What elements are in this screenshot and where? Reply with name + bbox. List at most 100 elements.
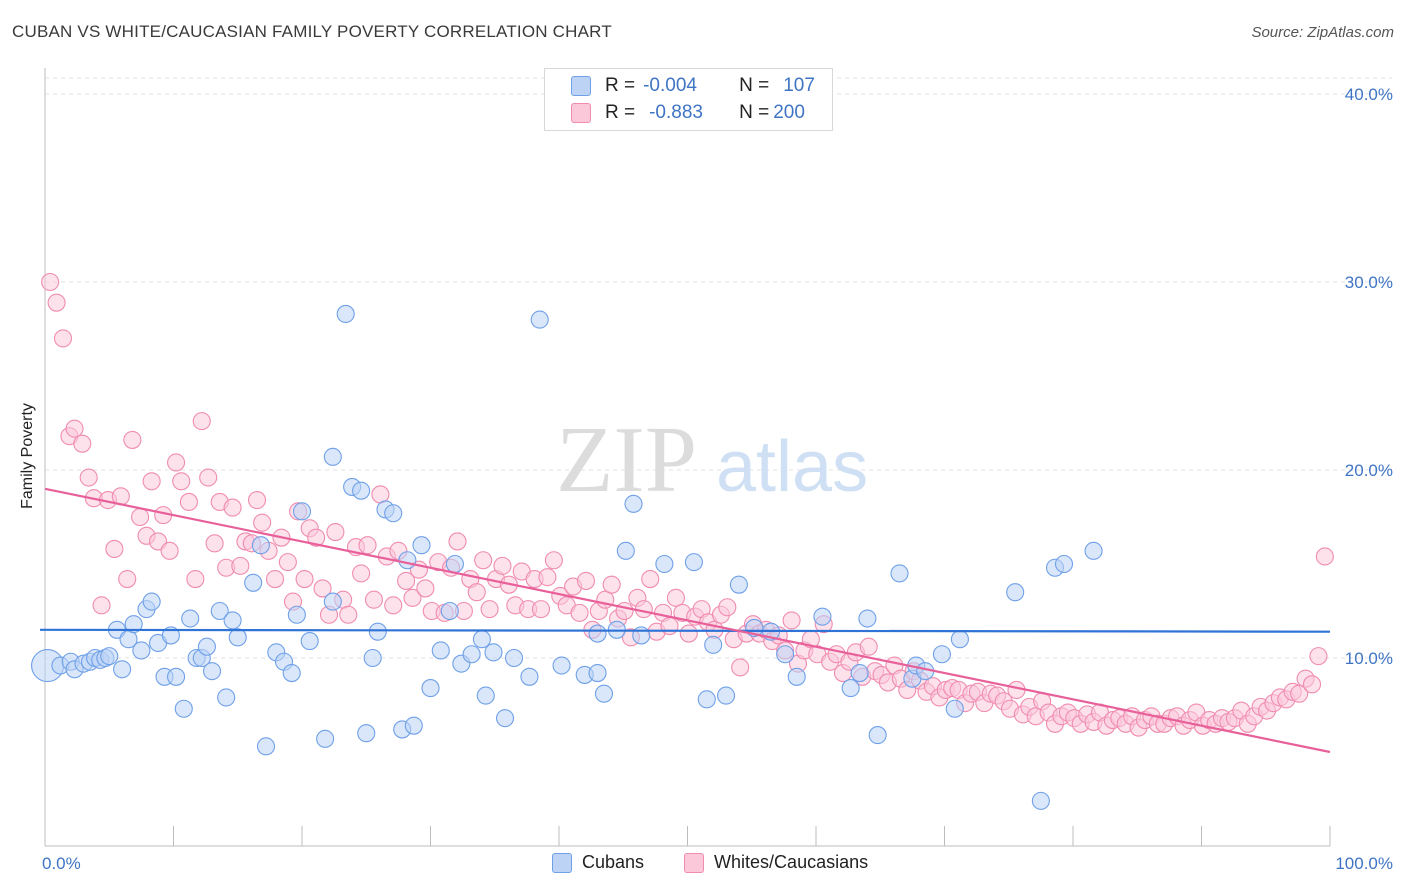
data-point-cubans — [161, 626, 180, 645]
data-point-whites — [313, 579, 332, 598]
data-point-cubans — [203, 662, 222, 681]
data-point-cubans — [472, 630, 491, 649]
series-cubans-points — [31, 304, 1103, 810]
legend: R = -0.004 N = 107 R = -0.883 N = 200 — [544, 68, 833, 131]
data-point-cubans — [256, 737, 276, 756]
data-point-whites — [53, 329, 73, 348]
data-point-cubans — [440, 601, 459, 621]
tick-labels: 10.0% 20.0% 30.0% 40.0% 0.0% 100.0% — [42, 85, 1393, 873]
data-point-whites — [641, 569, 660, 589]
data-point-cubans — [530, 310, 549, 329]
data-point-whites — [467, 583, 486, 602]
data-point-whites — [199, 468, 218, 487]
trend-line-whites — [44, 487, 1331, 754]
source-label: Source: ZipAtlas.com — [1251, 24, 1394, 41]
bottom-legend-swatch-whites — [684, 852, 705, 873]
data-point-cubans — [300, 632, 319, 651]
data-point-cubans — [323, 447, 342, 466]
data-point-whites — [192, 412, 211, 431]
legend-swatch-cubans — [571, 76, 591, 96]
data-point-cubans — [594, 684, 614, 703]
data-point-cubans — [616, 541, 635, 560]
data-point-cubans — [113, 660, 132, 679]
watermark-zip: ZIP — [556, 408, 697, 512]
legend-n-value: 107 — [783, 75, 815, 96]
data-point-cubans — [729, 575, 748, 594]
data-point-whites — [205, 534, 224, 553]
series-whites-points — [41, 272, 1334, 737]
data-point-whites — [73, 434, 92, 453]
data-point-cubans — [787, 667, 806, 686]
data-point-whites — [615, 601, 634, 621]
data-point-cubans — [484, 643, 503, 662]
x-tick-label: 0.0% — [42, 854, 81, 873]
data-point-cubans — [251, 536, 270, 555]
legend-swatch-whites — [571, 103, 591, 123]
data-point-whites — [666, 588, 685, 607]
data-point-cubans — [431, 641, 450, 660]
chart-title: CUBAN VS WHITE/CAUCASIAN FAMILY POVERTY … — [12, 22, 612, 41]
data-point-whites — [602, 575, 621, 594]
bottom-legend: Cubans Whites/Caucasians — [552, 852, 908, 873]
data-point-cubans — [404, 716, 423, 735]
data-point-cubans — [950, 630, 969, 649]
data-point-cubans — [476, 686, 495, 705]
data-point-cubans — [174, 699, 193, 718]
bottom-legend-label-whites: Whites/Caucasians — [714, 852, 869, 872]
data-point-whites — [782, 611, 801, 630]
data-point-cubans — [124, 615, 143, 634]
data-point-whites — [123, 430, 142, 449]
data-point-whites — [278, 553, 297, 572]
data-point-whites — [718, 598, 737, 617]
data-point-cubans — [858, 609, 877, 628]
data-point-whites — [247, 491, 267, 510]
trend-lines — [39, 487, 1331, 754]
data-point-whites — [731, 658, 750, 677]
data-point-cubans — [520, 667, 539, 686]
data-point-whites — [570, 603, 589, 622]
legend-r-label: R = — [605, 102, 636, 123]
data-point-whites — [480, 600, 499, 619]
data-point-whites — [92, 596, 111, 615]
data-point-cubans — [421, 679, 440, 698]
x-tick-label: 100.0% — [1335, 854, 1393, 873]
data-point-whites — [364, 590, 384, 609]
data-point-whites — [223, 498, 242, 517]
data-point-cubans — [244, 573, 263, 592]
bottom-legend-item-cubans: Cubans — [552, 852, 644, 873]
data-point-cubans — [363, 648, 382, 668]
data-point-cubans — [142, 592, 161, 611]
data-point-cubans — [1031, 791, 1050, 810]
data-point-whites — [142, 472, 161, 491]
data-point-whites — [1290, 684, 1309, 703]
data-point-cubans — [228, 628, 247, 647]
data-point-whites — [384, 596, 403, 615]
data-point-cubans — [624, 494, 643, 513]
data-point-cubans — [655, 554, 674, 574]
legend-n-label: N = — [739, 102, 770, 123]
data-point-whites — [295, 569, 314, 589]
data-point-whites — [397, 571, 416, 590]
data-point-cubans — [384, 504, 403, 523]
y-tick-label: 10.0% — [1345, 649, 1393, 668]
data-point-cubans — [398, 551, 417, 570]
data-point-cubans — [890, 564, 909, 583]
data-point-whites — [679, 624, 698, 643]
data-point-whites — [1309, 647, 1328, 666]
bottom-legend-swatch-cubans — [552, 852, 572, 873]
data-point-cubans — [945, 699, 964, 718]
data-point-cubans — [292, 502, 312, 521]
data-point-cubans — [1084, 541, 1103, 560]
data-point-cubans — [132, 641, 151, 660]
data-point-whites — [538, 568, 557, 587]
data-point-cubans — [167, 667, 186, 686]
legend-n-label: N = — [739, 75, 770, 96]
data-point-cubans — [552, 656, 571, 675]
data-point-cubans — [1054, 554, 1074, 574]
data-point-whites — [253, 513, 272, 532]
data-point-cubans — [323, 592, 342, 611]
data-point-whites — [131, 507, 150, 527]
data-point-cubans — [462, 645, 481, 664]
data-point-whites — [65, 419, 84, 438]
legend-n-value: 200 — [773, 102, 805, 123]
